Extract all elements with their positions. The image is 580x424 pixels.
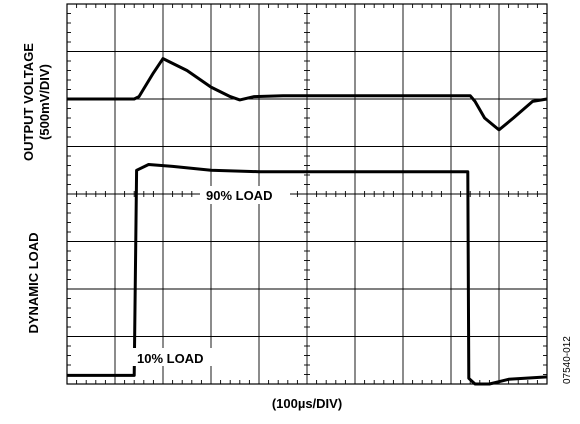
trace-output-voltage [67, 57, 548, 132]
y-label-output-voltage-scale: (500mV/DIV) [37, 64, 52, 140]
x-label-time-scale: (100µs/DIV) [272, 396, 342, 411]
traces [67, 57, 548, 386]
annotation-10-bg [132, 348, 222, 366]
annotation-90-bg [200, 186, 290, 204]
grid-lines [67, 4, 547, 384]
y-label-dynamic-load: DYNAMIC LOAD [26, 232, 41, 333]
annotation-90-load: 90% LOAD [206, 188, 272, 203]
figure-id: 07540-012 [562, 336, 573, 384]
trace-dynamic-load [67, 163, 548, 386]
y-label-output-voltage: OUTPUT VOLTAGE [21, 43, 36, 161]
minor-ticks [67, 4, 547, 384]
annotation-10-load: 10% LOAD [137, 351, 203, 366]
